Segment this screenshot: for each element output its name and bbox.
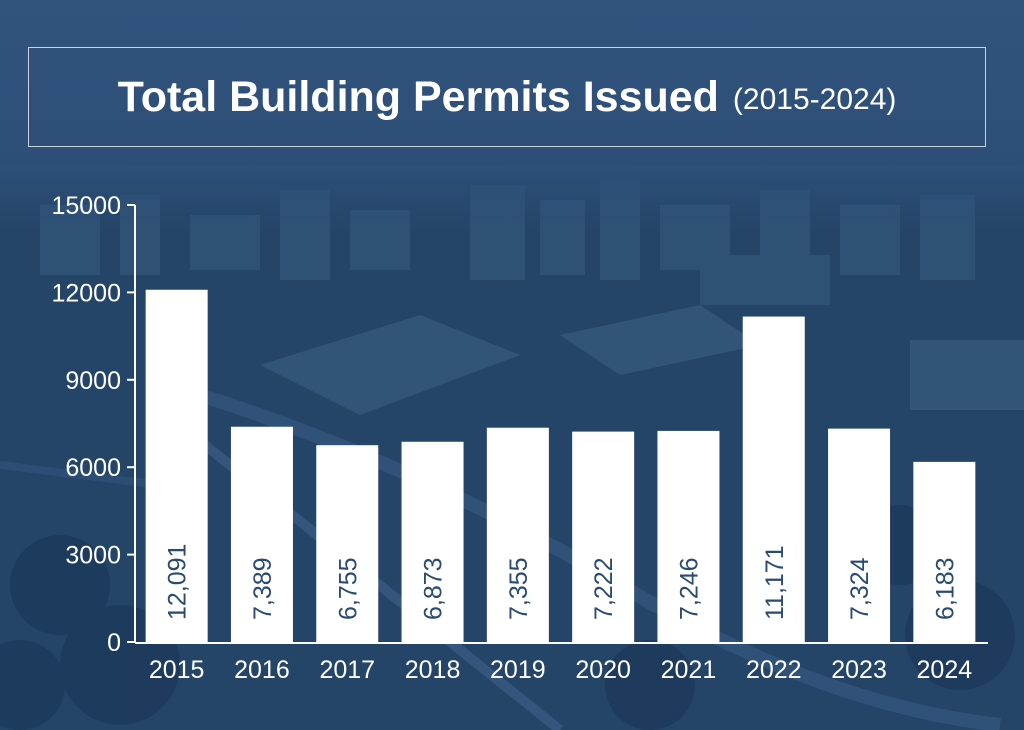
bar-value-label: 7,324 [846, 557, 874, 620]
x-tick-label: 2023 [831, 656, 887, 684]
bar-2024 [913, 461, 976, 642]
value-labels: 12,091 7,389 6,755 6,873 7,355 7,222 7,246 11,1… [164, 544, 960, 620]
x-tick-label: 2021 [661, 656, 717, 684]
bar-2021 [657, 430, 720, 642]
bar-value-label: 12,091 [164, 544, 192, 620]
bar-2020 [572, 431, 635, 642]
chart-title: Total Building Permits Issued [117, 72, 719, 121]
bar-2017 [316, 445, 379, 642]
y-tick-label: 9000 [65, 367, 121, 395]
bar-2023 [828, 428, 891, 642]
bar-value-label: 7,222 [590, 557, 618, 620]
y-tick-label: 12000 [51, 279, 121, 307]
bar-2016 [230, 426, 293, 642]
bar-2015 [145, 289, 208, 642]
x-tick-label: 2017 [319, 656, 375, 684]
y-axis: 0 3000 6000 9000 12000 15000 [51, 192, 136, 657]
bar-value-label: 6,873 [420, 557, 448, 620]
x-tick-label: 2016 [234, 656, 290, 684]
bar-value-label: 11,171 [761, 545, 789, 620]
x-tick-label: 2022 [746, 656, 802, 684]
x-tick-label: 2020 [575, 656, 631, 684]
x-tick-label: 2018 [405, 656, 461, 684]
bar-value-label: 7,355 [505, 557, 533, 620]
y-tick-label: 3000 [65, 542, 121, 570]
y-tick-label: 6000 [65, 454, 121, 482]
x-tick-label: 2015 [149, 656, 205, 684]
y-tick-label: 15000 [51, 192, 121, 220]
bar-value-label: 6,183 [931, 557, 959, 620]
bar-2018 [401, 441, 464, 642]
y-tick-label: 0 [107, 629, 121, 657]
bar-value-label: 7,246 [675, 557, 703, 620]
bar-2019 [486, 427, 549, 642]
x-tick-label: 2024 [917, 656, 973, 684]
chart-subtitle: (2015-2024) [732, 83, 897, 116]
bar-2022 [742, 316, 805, 642]
bars [145, 289, 976, 642]
bar-value-label: 7,389 [249, 557, 277, 620]
x-axis: 2015 2016 2017 2018 2019 2020 2021 2022 2023 2024 [135, 642, 988, 684]
x-tick-label: 2019 [490, 656, 546, 684]
bar-value-label: 6,755 [334, 557, 362, 620]
title-box: Total Building Permits Issued (2015-2024… [28, 47, 986, 147]
